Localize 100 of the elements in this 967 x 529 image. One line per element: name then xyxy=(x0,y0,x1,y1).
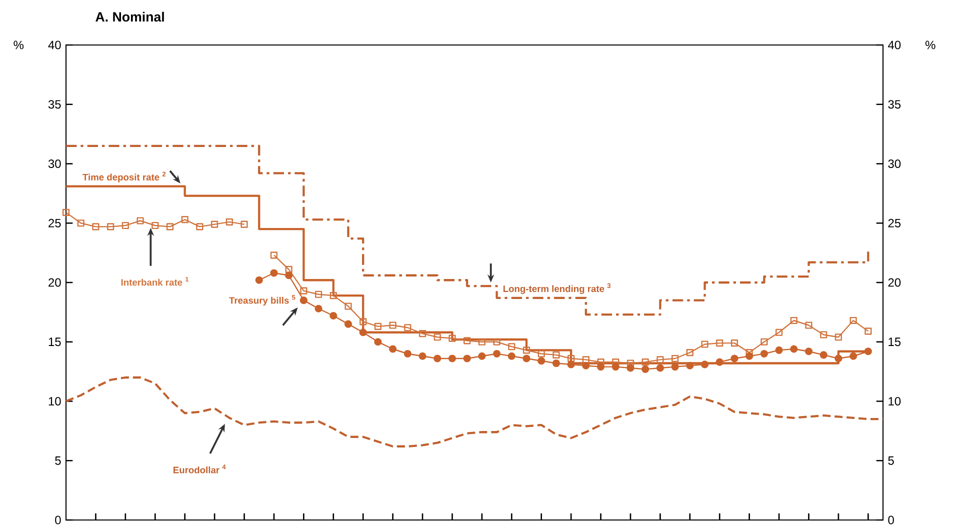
point xyxy=(716,340,724,347)
point xyxy=(270,252,278,259)
y-axis-title: % xyxy=(14,40,24,50)
point xyxy=(820,331,828,338)
point xyxy=(434,354,442,362)
point xyxy=(344,320,352,328)
point xyxy=(389,322,396,329)
point xyxy=(568,354,575,362)
point xyxy=(582,362,590,370)
point xyxy=(686,362,694,370)
series-label: Treasury bills $^{5}$ xyxy=(229,295,296,306)
point xyxy=(700,360,709,368)
point xyxy=(730,354,738,362)
point xyxy=(612,358,620,366)
point xyxy=(493,338,500,346)
point xyxy=(642,365,650,373)
point xyxy=(270,269,278,277)
point xyxy=(850,316,857,324)
point xyxy=(508,343,516,350)
point xyxy=(404,324,412,332)
point xyxy=(790,345,798,353)
point xyxy=(464,337,471,344)
point xyxy=(522,346,530,354)
point xyxy=(686,349,694,356)
point xyxy=(612,363,620,371)
point xyxy=(492,350,501,358)
y-tick-label: 30 xyxy=(48,159,61,168)
y-tick-label: 25 xyxy=(48,218,61,228)
point xyxy=(552,351,560,358)
point xyxy=(864,328,872,335)
point xyxy=(285,272,293,280)
point xyxy=(314,290,322,298)
point xyxy=(196,223,204,230)
point xyxy=(834,354,842,362)
y2-tick-label: 10 xyxy=(888,396,901,406)
y2-tick-label: 0 xyxy=(888,516,894,524)
point xyxy=(92,223,100,230)
point xyxy=(656,356,664,364)
point xyxy=(834,334,842,341)
point xyxy=(775,328,783,336)
y-tick-label: 0 xyxy=(55,516,61,524)
point xyxy=(359,328,367,336)
y2-tick-label: 5 xyxy=(888,456,894,465)
point xyxy=(597,358,604,366)
y2-tick-label: 15 xyxy=(888,338,901,346)
point xyxy=(508,352,516,360)
point xyxy=(434,334,441,341)
point xyxy=(701,340,708,348)
point xyxy=(300,296,308,304)
point xyxy=(226,218,233,226)
y-tick-label: 20 xyxy=(48,278,61,287)
point xyxy=(864,348,872,356)
point xyxy=(300,287,308,294)
point xyxy=(166,223,174,230)
point xyxy=(448,354,456,362)
point xyxy=(671,363,679,371)
series-label: Time deposit rate $^{2}$ xyxy=(82,172,166,182)
point xyxy=(211,220,218,228)
point xyxy=(730,340,738,347)
y2-tick-label: 25 xyxy=(888,218,901,228)
point xyxy=(418,330,426,338)
point xyxy=(760,338,768,346)
point xyxy=(62,208,70,216)
point xyxy=(448,334,456,342)
point xyxy=(136,217,144,224)
point xyxy=(596,363,605,371)
point xyxy=(820,351,828,359)
y2-tick-label: 35 xyxy=(888,100,901,109)
point xyxy=(538,350,545,358)
y-tick-label: 35 xyxy=(48,100,61,109)
point xyxy=(522,354,530,362)
point xyxy=(181,216,188,224)
y2-tick-label: 40 xyxy=(888,40,901,50)
point xyxy=(374,322,382,330)
point xyxy=(122,222,129,230)
y-tick-label: 15 xyxy=(48,338,61,346)
point xyxy=(656,364,664,372)
point xyxy=(775,346,783,354)
point xyxy=(240,220,248,228)
point xyxy=(790,316,798,324)
point xyxy=(538,357,546,365)
point xyxy=(672,354,679,362)
y2-axis-title: % xyxy=(925,40,936,50)
point xyxy=(478,338,486,346)
point xyxy=(746,352,754,360)
point xyxy=(360,318,367,326)
point xyxy=(389,345,397,353)
text: Eurodollar $^{4}$ xyxy=(174,464,226,474)
point xyxy=(374,338,382,346)
point xyxy=(330,312,338,320)
point xyxy=(107,223,114,230)
point xyxy=(582,356,590,364)
chart-title: A. Nominal xyxy=(96,12,164,22)
y2-tick-label: 30 xyxy=(888,159,901,168)
point xyxy=(626,360,634,367)
y2-tick-label: 20 xyxy=(888,278,901,287)
point xyxy=(626,364,634,372)
series-label: Long-term lending rate $^{3}$ xyxy=(503,283,611,294)
text: Interbank rate $^{1}$ xyxy=(121,276,189,286)
y-tick-label: 40 xyxy=(48,40,61,50)
